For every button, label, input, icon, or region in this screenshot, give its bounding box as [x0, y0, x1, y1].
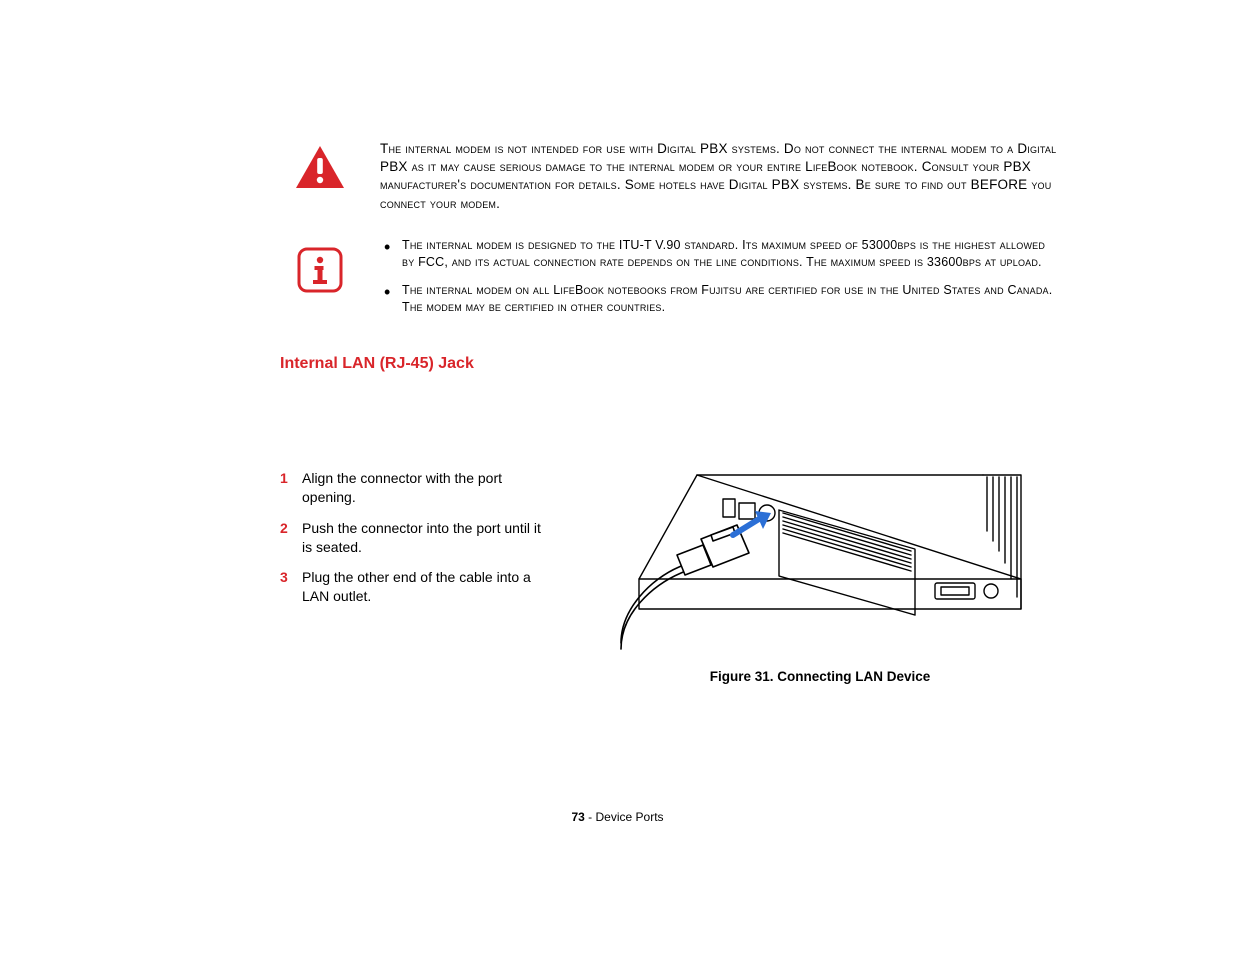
document-page: The internal modem is not intended for u…: [280, 140, 1060, 684]
step-item: 2 Push the connector into the port until…: [280, 519, 550, 557]
info-callout: The internal modem is designed to the IT…: [280, 237, 1060, 327]
step-text: Plug the other end of the cable into a L…: [302, 568, 550, 606]
warning-text: The internal modem is not intended for u…: [360, 140, 1060, 213]
steps-list: 1 Align the connector with the port open…: [280, 469, 550, 606]
step-item: 3 Plug the other end of the cable into a…: [280, 568, 550, 606]
lan-device-illustration: [615, 469, 1025, 655]
warning-callout: The internal modem is not intended for u…: [280, 140, 1060, 213]
page-footer: 73 - Device Ports: [0, 810, 1235, 824]
info-bullet: The internal modem on all LifeBook noteb…: [384, 282, 1060, 317]
info-bullet-list: The internal modem is designed to the IT…: [380, 237, 1060, 317]
step-item: 1 Align the connector with the port open…: [280, 469, 550, 507]
page-number: 73: [571, 810, 584, 824]
section-heading: Internal LAN (RJ-45) Jack: [280, 355, 1060, 373]
step-number: 3: [280, 568, 302, 587]
info-text-block: The internal modem is designed to the IT…: [360, 237, 1060, 327]
steps-and-figure: 1 Align the connector with the port open…: [280, 469, 1060, 684]
step-text: Push the connector into the port until i…: [302, 519, 550, 557]
warning-triangle-icon: [280, 140, 360, 190]
info-bullet: The internal modem is designed to the IT…: [384, 237, 1060, 272]
figure-column: Figure 31. Connecting LAN Device: [580, 469, 1060, 684]
figure-caption: Figure 31. Connecting LAN Device: [710, 669, 931, 684]
info-box-icon: [280, 237, 360, 293]
footer-section: Device Ports: [596, 810, 664, 824]
steps-column: 1 Align the connector with the port open…: [280, 469, 550, 618]
step-text: Align the connector with the port openin…: [302, 469, 550, 507]
step-number: 2: [280, 519, 302, 538]
step-number: 1: [280, 469, 302, 488]
footer-separator: -: [585, 810, 596, 824]
